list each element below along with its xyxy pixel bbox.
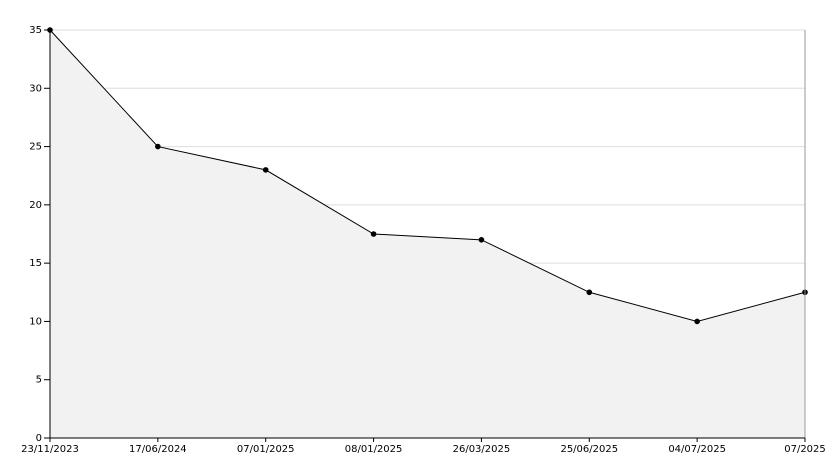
point xyxy=(586,289,593,296)
x-tick-label: 07/2025 xyxy=(784,444,826,455)
line xyxy=(49,29,806,322)
y-tick-label: 35 xyxy=(29,25,42,36)
y-tick-label: 5 xyxy=(36,375,42,386)
x-tick-label: 08/01/2025 xyxy=(345,444,403,455)
x-tick-label: 23/11/2023 xyxy=(21,444,79,455)
point xyxy=(478,237,485,243)
area-fill xyxy=(50,30,805,438)
point xyxy=(262,167,269,173)
point xyxy=(370,231,377,237)
y-tick-label: 30 xyxy=(29,83,42,94)
y-tick-label: 15 xyxy=(29,258,42,269)
point xyxy=(694,318,700,325)
y-tick-label: 25 xyxy=(29,142,42,153)
y-tick-label: 0 xyxy=(36,433,42,444)
x-tick-label: 04/07/2025 xyxy=(668,444,726,455)
point xyxy=(155,143,161,150)
y-tick-label: 20 xyxy=(29,200,42,211)
y-tick-label: 10 xyxy=(29,316,42,327)
x-tick-label: 25/06/2025 xyxy=(560,444,618,455)
x-tick-label: 26/03/2025 xyxy=(453,444,511,455)
x-tick-label: 07/01/2025 xyxy=(237,444,295,455)
x-tick-label: 17/06/2024 xyxy=(129,444,187,455)
